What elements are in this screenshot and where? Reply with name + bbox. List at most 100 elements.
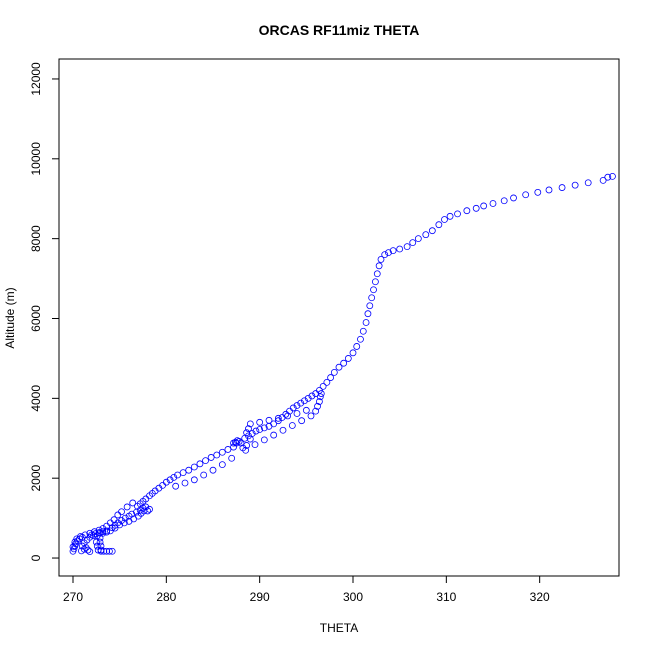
data-point xyxy=(174,471,181,479)
data-point xyxy=(441,216,448,223)
data-point xyxy=(90,532,97,540)
data-point xyxy=(196,460,204,468)
data-point xyxy=(534,188,542,196)
data-point xyxy=(409,239,417,247)
y-tick-label: 10000 xyxy=(29,142,43,176)
x-tick-label: 290 xyxy=(250,590,270,604)
data-point xyxy=(179,469,187,477)
chart-title: ORCAS RF11miz THETA xyxy=(259,22,420,38)
data-point xyxy=(125,512,133,520)
x-tick-label: 310 xyxy=(436,590,456,604)
data-point xyxy=(344,355,352,362)
data-point xyxy=(93,542,101,550)
data-point xyxy=(245,425,252,433)
data-point xyxy=(288,422,296,429)
data-point xyxy=(307,412,315,420)
data-point xyxy=(571,181,579,189)
y-tick-label: 2000 xyxy=(29,465,43,492)
data-point xyxy=(293,410,301,417)
data-point xyxy=(304,394,312,402)
data-point xyxy=(265,416,273,424)
data-point xyxy=(396,245,404,253)
data-point xyxy=(103,547,110,555)
data-point xyxy=(118,517,125,524)
data-point xyxy=(282,410,290,418)
data-point xyxy=(302,406,310,414)
data-point xyxy=(110,516,118,524)
data-point xyxy=(366,302,374,310)
data-point xyxy=(146,505,153,513)
data-point xyxy=(435,221,443,229)
data-point xyxy=(446,212,454,220)
data-point xyxy=(92,538,100,546)
data-point xyxy=(403,243,411,251)
data-point xyxy=(81,531,89,539)
data-point xyxy=(584,179,592,187)
data-point xyxy=(162,478,170,486)
data-point xyxy=(228,454,236,462)
data-point xyxy=(116,521,124,529)
data-point xyxy=(340,359,348,367)
data-point xyxy=(500,197,508,205)
data-point xyxy=(84,546,92,554)
data-point xyxy=(256,418,264,426)
data-point xyxy=(202,457,209,465)
data-point xyxy=(209,466,217,474)
data-point xyxy=(190,463,198,471)
data-point xyxy=(95,526,103,534)
data-point xyxy=(599,176,607,184)
data-point xyxy=(111,524,119,532)
data-point xyxy=(69,543,77,551)
data-point xyxy=(293,402,301,409)
data-point xyxy=(230,439,237,447)
data-point xyxy=(472,204,480,212)
data-point xyxy=(233,437,241,445)
data-point xyxy=(510,194,517,202)
data-point xyxy=(389,247,397,255)
y-tick-label: 6000 xyxy=(29,305,43,332)
y-axis-label: Altitude (m) xyxy=(3,287,17,348)
y-axis: 0 2000 4000 6000 8000 10000 12000 xyxy=(29,62,60,561)
data-point xyxy=(252,427,260,435)
data-point xyxy=(319,382,327,390)
data-point xyxy=(185,466,193,474)
y-tick-label: 4000 xyxy=(29,385,43,412)
data-point xyxy=(362,319,370,326)
data-point xyxy=(377,256,385,263)
data-point xyxy=(77,533,84,540)
x-axis-label: THETA xyxy=(320,621,358,635)
data-point xyxy=(103,522,110,530)
data-point xyxy=(558,184,566,191)
data-point xyxy=(108,547,116,555)
x-tick-label: 320 xyxy=(530,590,550,604)
data-point xyxy=(373,270,381,278)
data-point xyxy=(414,235,422,243)
data-point xyxy=(368,294,376,302)
data-point xyxy=(114,511,122,519)
data-point xyxy=(609,172,616,180)
data-point xyxy=(181,479,189,487)
data-point xyxy=(359,327,367,335)
data-point xyxy=(349,349,357,357)
data-point xyxy=(71,538,79,546)
data-point xyxy=(190,476,198,484)
data-point xyxy=(385,249,392,257)
data-point xyxy=(327,374,335,381)
x-axis: 270 280 290 300 310 320 xyxy=(63,575,550,604)
data-point xyxy=(301,397,308,405)
data-point xyxy=(200,471,208,479)
data-point xyxy=(489,200,497,207)
data-point xyxy=(86,529,94,537)
x-tick-label: 300 xyxy=(343,590,363,604)
data-point xyxy=(246,420,254,428)
data-point xyxy=(522,191,530,199)
data-point xyxy=(82,544,90,552)
data-point xyxy=(545,186,553,194)
data-point xyxy=(428,227,436,235)
data-point xyxy=(308,392,316,400)
data-point xyxy=(370,286,377,294)
data-point xyxy=(91,528,98,536)
data-point xyxy=(239,444,247,452)
data-point xyxy=(371,278,379,286)
